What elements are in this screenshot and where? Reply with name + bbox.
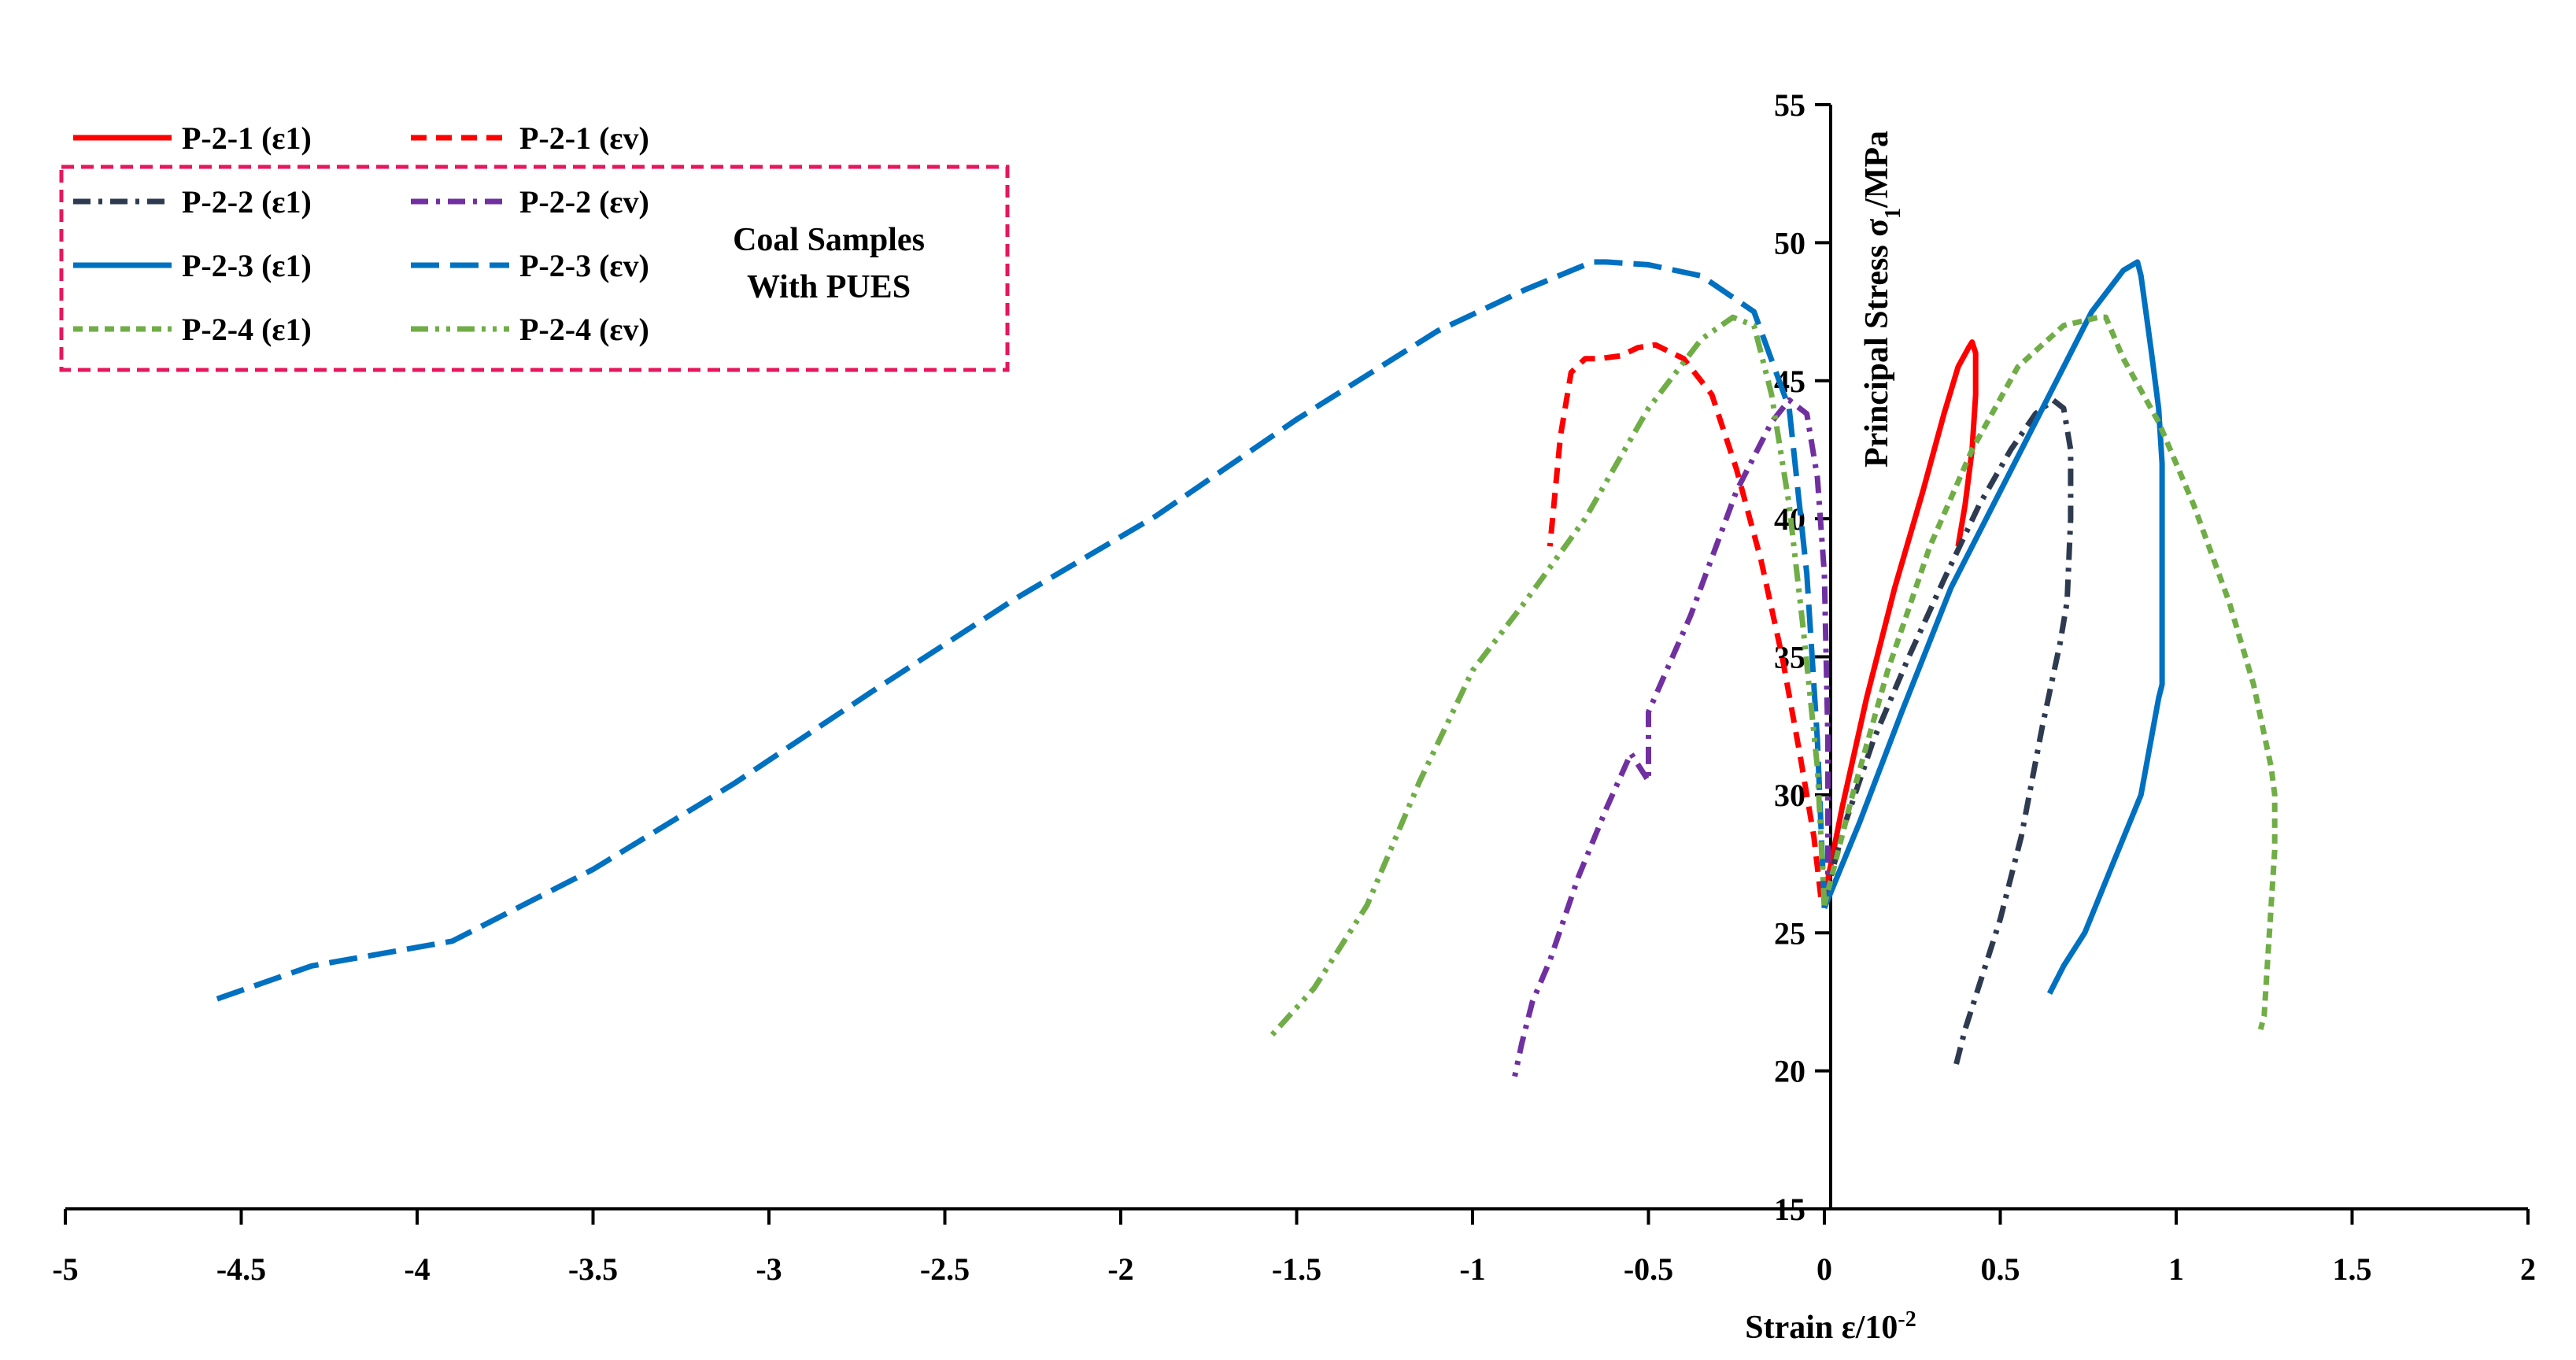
x-tick-label: 2 xyxy=(2520,1251,2536,1287)
x-tick-label: -2 xyxy=(1107,1251,1133,1287)
legend-label: P-2-4 (ε1) xyxy=(182,312,312,347)
legend-label: P-2-1 (εv) xyxy=(519,120,649,156)
series-line-8 xyxy=(1270,314,1828,1037)
legend: P-2-1 (ε1) P-2-1 (εv) P-2-2 (ε1) P-2-2 (εv)… xyxy=(73,120,649,347)
x-tick-label: -4.5 xyxy=(216,1251,266,1287)
legend-label: P-2-1 (ε1) xyxy=(182,120,312,156)
x-tick-label: -1 xyxy=(1459,1251,1485,1287)
annotation-box xyxy=(59,164,1010,372)
legend-label: P-2-3 (ε1) xyxy=(182,248,312,283)
x-tick-label: -3.5 xyxy=(568,1251,618,1287)
y-tick-label: 55 xyxy=(1774,87,1805,123)
legend-label: P-2-2 (εv) xyxy=(519,184,649,220)
series-line-3 xyxy=(1821,397,2074,1072)
series-line-1 xyxy=(1821,339,1979,898)
legend-label: P-2-2 (ε1) xyxy=(182,184,312,220)
x-tick-label: -5 xyxy=(52,1251,78,1287)
y-tick-label: 15 xyxy=(1774,1192,1805,1227)
series-line-5 xyxy=(1821,259,2165,995)
legend-label: P-2-4 (εv) xyxy=(519,312,649,347)
x-tick-label: -1.5 xyxy=(1272,1251,1321,1287)
series-layer xyxy=(216,259,2278,1077)
y-tick-label: 25 xyxy=(1774,915,1805,951)
annotation-line-1: Coal Samples xyxy=(733,222,925,258)
series-line-7 xyxy=(1821,314,2278,1030)
x-tick-label: 0.5 xyxy=(1981,1251,2020,1287)
y-tick-label: 20 xyxy=(1774,1054,1805,1089)
series-line-4 xyxy=(1512,397,1831,1077)
y-tick-label: 50 xyxy=(1774,225,1805,261)
x-tick-label: 1 xyxy=(2168,1251,2184,1287)
x-axis-title: Strain ε/10-2 xyxy=(1745,1307,1916,1347)
x-tick-label: 0 xyxy=(1817,1251,1832,1287)
x-tick-label: -3 xyxy=(756,1251,782,1287)
x-tick-label: 1.5 xyxy=(2333,1251,2372,1287)
x-tick-label: -2.5 xyxy=(920,1251,970,1287)
annotation-line-2: With PUES xyxy=(747,269,911,305)
y-axis-title: Principal Stress σ1/MPa xyxy=(1859,131,1905,468)
legend-label: P-2-3 (εv) xyxy=(519,248,649,283)
series-line-6 xyxy=(216,259,1828,1002)
x-tick-label: -4 xyxy=(404,1251,430,1287)
x-tick-label: -0.5 xyxy=(1624,1251,1673,1287)
y-tick-label: 30 xyxy=(1774,778,1805,813)
